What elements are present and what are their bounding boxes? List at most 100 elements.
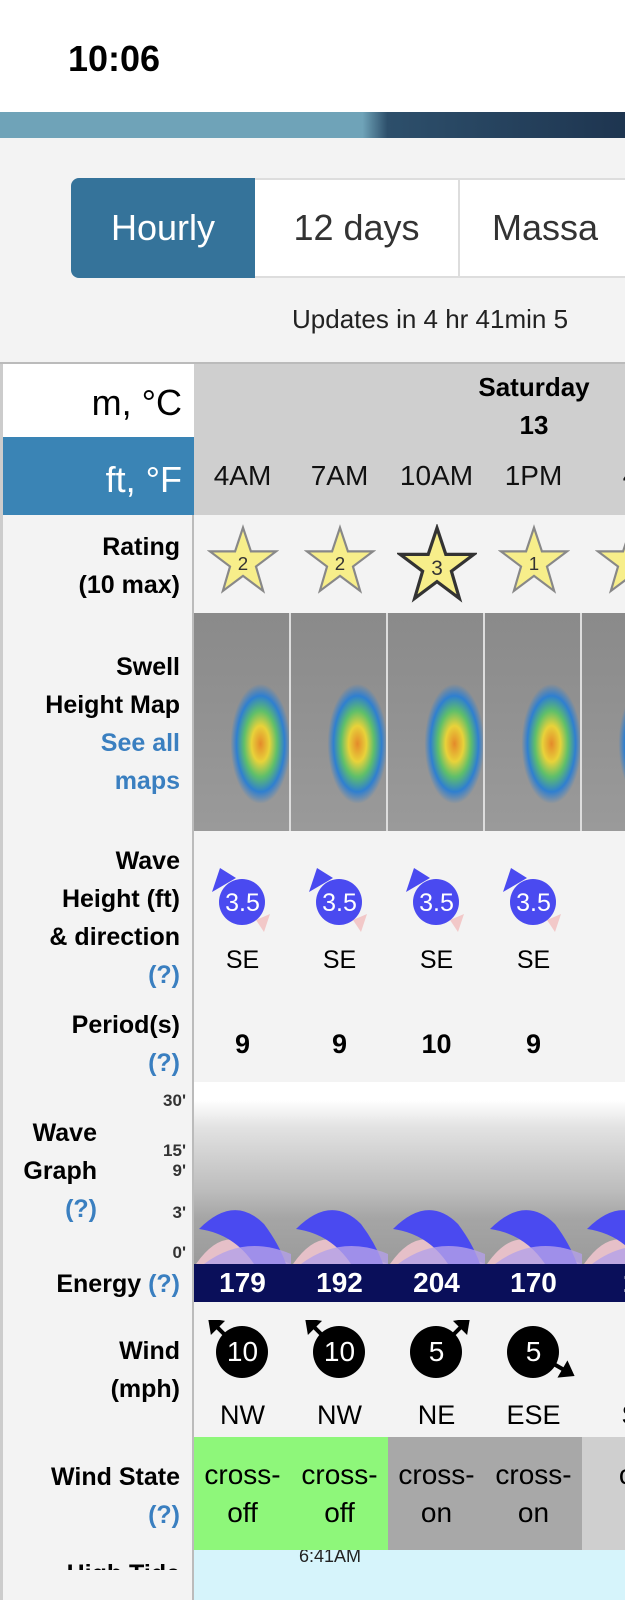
- high-tide-row: 6:41AM: [194, 1546, 625, 1600]
- energy-value: 170: [485, 1264, 582, 1302]
- wind-speed-value: 10: [226, 1336, 259, 1367]
- wind-speed-value: 5: [428, 1336, 445, 1367]
- label-rating-max: (10 max): [78, 571, 180, 599]
- label-wave-height: Height (ft): [61, 885, 180, 913]
- wind-state-line2: off: [227, 1497, 258, 1528]
- row-labels: m, °C ft, °F Rating (10 max) Swell Height …: [0, 364, 194, 1600]
- energy-text: 170: [510, 1267, 557, 1298]
- wind-direction-text: NE: [417, 1400, 456, 1430]
- period-text: 9: [234, 1029, 251, 1059]
- swell-map-image[interactable]: [485, 613, 582, 831]
- help-link[interactable]: (?): [148, 961, 180, 989]
- energy-value: 204: [388, 1264, 485, 1302]
- help-link[interactable]: (?): [148, 1270, 180, 1298]
- label-high-tide: High Tide: [67, 1550, 180, 1570]
- time-header: Saturday 13: [194, 364, 625, 515]
- energy-text: 179: [219, 1267, 266, 1298]
- label-swell: Swell: [116, 653, 180, 681]
- wave-graph-icon: [388, 1194, 485, 1269]
- energy-row: [194, 1264, 625, 1302]
- wind-speed-arrow-icon: 10: [291, 1320, 388, 1400]
- see-all-maps-link[interactable]: See all maps: [45, 724, 180, 800]
- swell-map-image[interactable]: [194, 613, 291, 831]
- energy-value: 192: [291, 1264, 388, 1302]
- wave-height-value: 3.5: [419, 889, 454, 917]
- rating-star-icon: 2: [291, 524, 388, 601]
- wave-height-direction: 3.5 SE: [291, 862, 388, 975]
- wave-direction: SE: [419, 946, 454, 974]
- high-tide-time: 6:41AM: [299, 1546, 362, 1566]
- unit-imperial-toggle[interactable]: ft, °F: [3, 437, 194, 515]
- wind-direction: S: [582, 1400, 625, 1431]
- graph-axis-tick: 0': [172, 1243, 187, 1262]
- wave-graph-icon: [291, 1194, 388, 1269]
- rating-star-icon: 2: [194, 524, 291, 601]
- rating-star-icon: [582, 524, 625, 601]
- hour-text: 7AM: [310, 460, 369, 491]
- help-link[interactable]: (?): [148, 1049, 180, 1077]
- wind-state-line2: off: [324, 1497, 355, 1528]
- help-link[interactable]: (?): [65, 1195, 97, 1223]
- label-swell-map: Height Map: [45, 691, 180, 719]
- status-time: 10:06: [68, 38, 161, 79]
- period-text: 9: [331, 1029, 348, 1059]
- graph-axis-tick: 9': [172, 1161, 187, 1180]
- hour-label: 4: [582, 460, 625, 492]
- wind-direction: NW: [194, 1400, 291, 1431]
- label-rating: Rating: [102, 533, 180, 561]
- label-period: Period(s): [71, 1011, 180, 1039]
- svg-text:2: 2: [237, 553, 247, 574]
- energy-text: 1: [623, 1267, 625, 1298]
- tab-hourly[interactable]: Hourly: [71, 178, 255, 278]
- wind-direction-text: NW: [317, 1400, 362, 1430]
- wind-speed-arrow-icon: 5: [388, 1320, 485, 1400]
- wind-speed-arrow-icon: 10: [194, 1320, 291, 1400]
- hour-label: 7AM: [291, 460, 388, 492]
- wave-graph-icon: [485, 1194, 582, 1269]
- wave-height-value: 3.5: [516, 889, 551, 917]
- tab-location[interactable]: Massa: [460, 178, 625, 278]
- svg-text:3: 3: [431, 557, 443, 580]
- svg-text:1: 1: [528, 553, 538, 574]
- wind-state-cell: cross-on: [388, 1437, 485, 1550]
- swell-map-image[interactable]: [582, 613, 625, 831]
- header-banner: [0, 112, 625, 138]
- wave-direction: SE: [516, 946, 551, 974]
- label-wave: Wave: [115, 847, 180, 875]
- wind-speed-arrow-icon: 5: [485, 1320, 582, 1400]
- wind-state-cell: cross-on: [485, 1437, 582, 1550]
- wind-direction-text: NW: [220, 1400, 265, 1430]
- swell-map-image[interactable]: [388, 613, 485, 831]
- label-wind-state: Wind State: [51, 1463, 180, 1491]
- status-bar: 10:06: [0, 0, 625, 112]
- label-wave-graph: Wave: [32, 1119, 97, 1147]
- wave-graph-icon: [582, 1194, 625, 1269]
- graph-axis-tick: 3': [172, 1203, 187, 1222]
- wave-height-direction: 3.5 SE: [388, 862, 485, 975]
- text: maps: [114, 767, 180, 795]
- wind-state-cell: cr: [582, 1437, 625, 1550]
- label-wind: Wind: [119, 1337, 180, 1365]
- energy-text: 192: [316, 1267, 363, 1298]
- forecast-grid: Saturday 13 6:41AM 4AM 2 3.5 SE 9 179 10 NW cross…: [194, 364, 625, 1600]
- energy-text: 204: [413, 1267, 460, 1298]
- wind-direction: NW: [291, 1400, 388, 1431]
- period-value: 10: [388, 1029, 485, 1060]
- wind-direction: NE: [388, 1400, 485, 1431]
- wave-height-direction: 3.5 SE: [194, 862, 291, 975]
- help-link[interactable]: (?): [148, 1501, 180, 1529]
- hour-label: 10AM: [388, 460, 485, 492]
- rating-star-icon: 3: [388, 522, 485, 609]
- wind-speed-value: 5: [525, 1336, 542, 1367]
- energy-value: 179: [194, 1264, 291, 1302]
- period-text: 10: [421, 1029, 452, 1059]
- wind-state-line1: cross-: [301, 1459, 378, 1490]
- swell-map-image[interactable]: [291, 613, 388, 831]
- wind-state-line1: cross-: [495, 1459, 572, 1490]
- unit-metric-toggle[interactable]: m, °C: [3, 364, 194, 437]
- update-countdown: Updates in 4 hr 41min 5: [292, 304, 569, 334]
- tab-12-days[interactable]: 12 days: [255, 178, 460, 278]
- hour-text: 10AM: [399, 460, 474, 491]
- hour-text: 1PM: [504, 460, 563, 491]
- rating-star-icon: 1: [485, 524, 582, 601]
